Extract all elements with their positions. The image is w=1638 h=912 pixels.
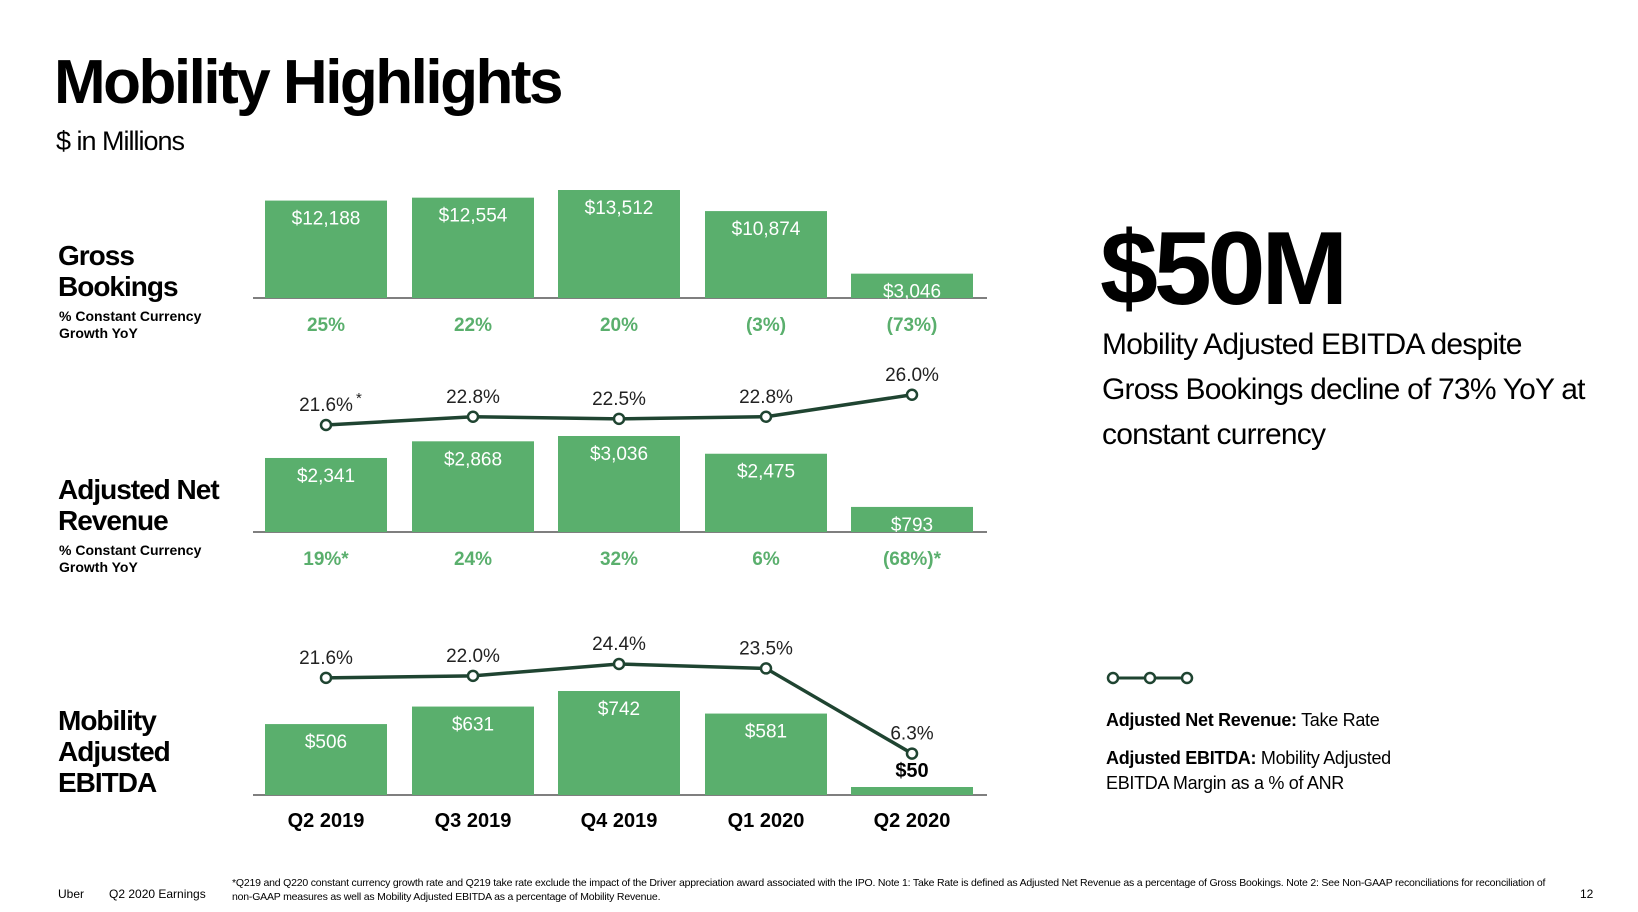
bar-value-label: $2,341 (297, 466, 355, 487)
bar-value-label: $742 (598, 699, 640, 720)
line-point (466, 669, 480, 683)
line-point (466, 410, 480, 423)
bar-value-label: $12,554 (439, 206, 508, 227)
line-point (905, 747, 919, 760)
bar-value-label: $2,475 (737, 462, 795, 483)
bar-value-label: $50 (895, 760, 928, 782)
bar (705, 211, 827, 298)
line-value-label: 23.5% (739, 638, 793, 659)
legend-anr: Adjusted Net Revenue: Take Rate (1106, 708, 1436, 733)
bar (265, 200, 387, 298)
line-point (759, 662, 773, 675)
line-note-mark: * (356, 390, 362, 407)
bar (412, 706, 534, 795)
bar (705, 713, 827, 795)
line-point (319, 671, 333, 685)
growth-label: (73%) (887, 315, 938, 336)
line-value-label: 6.3% (890, 724, 933, 745)
page-number: 12 (1580, 887, 1594, 901)
page-subtitle: $ in Millions (56, 126, 185, 156)
line-value-label: 21.6% (299, 648, 353, 669)
legend-ebitda-title: Adjusted EBITDA: (1106, 748, 1257, 768)
growth-label: (68%)* (883, 549, 942, 570)
bar-value-label: $10,874 (732, 219, 801, 240)
bar (412, 441, 534, 532)
x-tick-label: Q3 2019 (435, 810, 512, 832)
bar-value-label: $2,868 (444, 449, 502, 470)
mobility-charts: $12,188 $12,554 $13,512 $10,874 $3,046 25% 22%… (253, 190, 987, 832)
x-tick-label: Q2 2020 (874, 810, 951, 832)
growth-label: 24% (454, 549, 492, 570)
gross-bookings-sublabel: % Constant Currency Growth YoY (59, 308, 202, 341)
bar (558, 691, 680, 795)
footnote: *Q219 and Q220 constant currency growth … (232, 877, 1546, 903)
line-point (319, 418, 333, 432)
growth-label: 20% (600, 315, 638, 336)
bar (851, 273, 973, 298)
anr-sublabel: % Constant Currency Growth YoY (59, 542, 202, 575)
line-point (612, 412, 626, 426)
legend-line-icon (1106, 671, 1194, 685)
line-value-label: 21.6% (299, 395, 353, 416)
growth-label: 32% (600, 549, 638, 570)
line-value-label: 24.4% (592, 634, 646, 655)
growth-label: 6% (752, 549, 780, 570)
legend-anr-desc: Take Rate (1296, 710, 1380, 730)
bar (851, 506, 973, 532)
x-tick-label: Q1 2020 (728, 810, 805, 832)
highlight-value: $50M (1100, 211, 1348, 327)
bar-value-label: $581 (745, 722, 787, 743)
bar (558, 436, 680, 532)
bar-value-label: $3,046 (883, 282, 941, 303)
bar (705, 453, 827, 532)
x-tick-label: Q2 2019 (288, 810, 365, 832)
growth-label: 22% (454, 315, 492, 336)
page-title: Mobility Highlights (54, 48, 564, 117)
line-value-label: 26.0% (885, 365, 939, 386)
x-tick-label: Q4 2019 (581, 810, 658, 832)
bar (265, 724, 387, 795)
legend-anr-title: Adjusted Net Revenue: (1106, 710, 1297, 730)
anr-label: Adjusted Net Revenue (58, 474, 220, 536)
line-point (905, 388, 919, 401)
bar-value-label: $12,188 (292, 209, 361, 230)
legend-ebitda: Adjusted EBITDA: Mobility Adjusted EBITD… (1106, 746, 1436, 796)
bar (558, 190, 680, 298)
line-value-label: 22.5% (592, 389, 646, 410)
bar (265, 457, 387, 532)
bar-value-label: $631 (452, 715, 494, 736)
growth-label: 19%* (303, 549, 349, 570)
highlight-caption: Mobility Adjusted EBITDA despite Gross B… (1102, 328, 1585, 451)
bar (412, 197, 534, 298)
line-value-label: 22.8% (446, 387, 500, 408)
line-value-label: 22.0% (446, 646, 500, 667)
bar-value-label: $3,036 (590, 444, 648, 465)
bar-value-label: $13,512 (585, 198, 654, 219)
line-point (612, 657, 626, 671)
line-point (759, 410, 773, 423)
bar-value-label: $506 (305, 732, 347, 753)
ebitda-label: Mobility Adjusted EBITDA (58, 705, 171, 798)
growth-label: (3%) (746, 315, 786, 336)
bar (851, 787, 973, 795)
gross-bookings-label: Gross Bookings (58, 240, 179, 302)
footer-report-name: Q2 2020 Earnings (109, 887, 206, 901)
line-value-label: 22.8% (739, 387, 793, 408)
growth-label: 25% (307, 315, 345, 336)
legend-ebitda-desc: Mobility Adjusted EBITDA Margin as a % o… (1106, 748, 1391, 793)
footer-brand: Uber (58, 887, 85, 901)
bar-value-label: $793 (891, 515, 933, 536)
